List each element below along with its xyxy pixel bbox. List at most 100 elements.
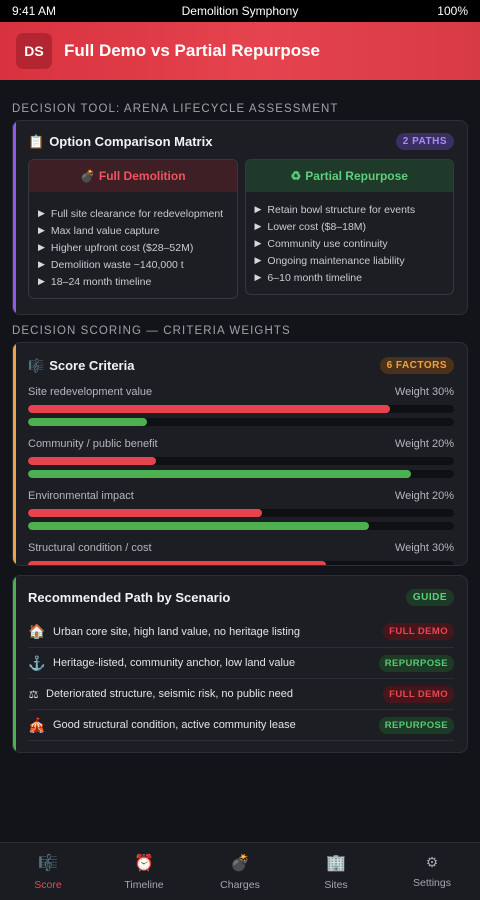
criterion-row: Environmental impact Weight 20% (28, 490, 454, 530)
app-logo[interactable]: DS (16, 33, 52, 69)
tab-charges[interactable]: 💣 Charges (192, 843, 288, 900)
score-bar-fill (28, 418, 148, 426)
list-item: ▶ Full site clearance for redevelopment (38, 207, 224, 220)
list-item: ▶ Lower cost ($8–18M) (254, 220, 367, 233)
score-bar-fill (28, 509, 263, 517)
page-title: Full Demo vs Partial Repurpose (64, 41, 321, 60)
score-bar-fill (28, 522, 369, 530)
criterion-weight: Weight 20% (394, 438, 454, 450)
list-item: ▶ Ongoing maintenance liability (254, 254, 405, 267)
alarm-clock-icon: ⏰ (134, 854, 154, 872)
house-icon: 🏠 (28, 623, 46, 639)
score-bar-fill (28, 561, 327, 565)
criterion-row: Site redevelopment value Weight 30% (28, 386, 454, 426)
scenario-tag-repurpose: REPURPOSE (378, 654, 454, 672)
bullet-triangle-icon: ▶ (254, 204, 262, 214)
recycle-icon: ♻ (290, 169, 302, 183)
list-item: ▶ Community use continuity (254, 237, 388, 250)
section-label-decision-tool: DECISION TOOL: ARENA LIFECYCLE ASSESSMEN… (12, 103, 339, 115)
option-full-demolition[interactable]: 💣 Full Demolition ▶ Full site clearance f… (28, 159, 238, 299)
bullet-triangle-icon: ▶ (254, 272, 262, 282)
scenario-text: Urban core site, high land value, no her… (53, 625, 301, 638)
option-demo-title: Full Demolition (98, 169, 186, 183)
recommended-path-card: Recommended Path by Scenario GUIDE 🏠 Urba… (12, 575, 468, 753)
score-bar-fill (28, 457, 156, 465)
scenario-tag-full-demo: FULL DEMO (383, 623, 454, 640)
bottom-tab-bar: 🎼 Score ⏰ Timeline 💣 Charges 🏢 Sites ⚙ S… (0, 842, 480, 900)
tab-timeline[interactable]: ⏰ Timeline (96, 843, 192, 900)
tab-score[interactable]: 🎼 Score (0, 843, 96, 900)
score-criteria-card: 🎼 Score Criteria 6 FACTORS Site redevelo… (12, 342, 468, 566)
score-bar-track (28, 561, 454, 565)
card-accent-stripe (13, 576, 16, 752)
music-score-icon: 🎼 (28, 357, 45, 373)
scenario-tag-full-demo: FULL DEMO (383, 685, 454, 703)
scenario-text: Deteriorated structure, seismic risk, no… (46, 688, 293, 700)
option-partial-repurpose[interactable]: ♻ Partial Repurpose ▶ Retain bowl structu… (244, 159, 454, 295)
scenario-row[interactable]: 🏠 Urban core site, high land value, no he… (28, 616, 454, 648)
card-accent-stripe (13, 121, 16, 314)
bullet-triangle-icon: ▶ (254, 238, 262, 248)
score-bar-track (28, 405, 454, 413)
music-score-icon: 🎼 (38, 854, 58, 872)
demo-feature-list: ▶ Full site clearance for redevelopment ▶… (29, 192, 237, 290)
paths-badge: 2 PATHS (395, 133, 454, 150)
bullet-triangle-icon: ▶ (254, 221, 262, 231)
scenario-text: Good structural condition, active commun… (53, 719, 296, 731)
option-repurpose-title: Partial Repurpose (305, 169, 408, 183)
bomb-icon: 💣 (79, 169, 95, 183)
scenario-row[interactable]: 🎪 Good structural condition, active commu… (28, 710, 454, 741)
criterion-row: Structural condition / cost Weight 30% (28, 542, 454, 565)
score-bar-fill (28, 405, 391, 413)
criterion-weight: Weight 30% (394, 542, 454, 554)
bullet-triangle-icon: ▶ (38, 276, 45, 286)
score-bar-track (28, 418, 454, 426)
section-label-scoring: DECISION SCORING — CRITERIA WEIGHTS (12, 325, 291, 337)
list-item: ▶ 6–10 month timeline (254, 271, 362, 284)
scenario-list: 🏠 Urban core site, high land value, no he… (28, 616, 454, 741)
criterion-weight: Weight 30% (394, 386, 454, 398)
criterion-row: Community / public benefit Weight 20% (28, 438, 454, 478)
criterion-name: Structural condition / cost (28, 542, 152, 554)
scenario-row[interactable]: ⚖ Deteriorated structure, seismic risk, n… (28, 679, 454, 710)
repurpose-feature-list: ▶ Retain bowl structure for events ▶ Lower… (246, 192, 454, 286)
factors-badge: 6 FACTORS (379, 357, 454, 374)
scenario-text: Heritage-listed, community anchor, low l… (53, 657, 296, 669)
bullet-triangle-icon: ▶ (38, 242, 45, 252)
scenario-tag-repurpose: REPURPOSE (378, 716, 454, 734)
status-app-name: Demolition Symphony (181, 4, 299, 18)
list-item: ▶ 18–24 month timeline (38, 275, 152, 288)
score-title-text: Score Criteria (49, 358, 135, 373)
tab-label: Score (34, 878, 62, 891)
app-header: DS Full Demo vs Partial Repurpose (0, 22, 480, 80)
building-icon: 🏢 (326, 854, 346, 872)
matrix-title-text: Option Comparison Matrix (49, 134, 213, 149)
bullet-triangle-icon: ▶ (38, 259, 45, 269)
tab-label: Timeline (124, 878, 164, 891)
list-item: ▶ Demolition waste ~140,000 t (38, 258, 184, 271)
bomb-icon: 💣 (230, 854, 250, 872)
score-bar-fill (28, 470, 412, 478)
reco-title: Recommended Path by Scenario (28, 590, 231, 605)
bullet-triangle-icon: ▶ (38, 225, 45, 235)
option-matrix-card: 📋 Option Comparison Matrix 2 PATHS 💣 Ful… (12, 120, 468, 315)
list-item: ▶ Retain bowl structure for events (254, 203, 416, 216)
tab-settings[interactable]: ⚙ Settings (384, 843, 480, 900)
guide-badge: GUIDE (405, 589, 454, 606)
scenario-row[interactable]: ⚓ Heritage-listed, community anchor, low … (28, 648, 454, 679)
status-time: 9:41 AM (12, 4, 57, 18)
bullet-triangle-icon: ▶ (38, 208, 45, 218)
tab-label: Charges (220, 878, 260, 891)
score-bar-track (28, 522, 454, 530)
scales-icon: ⚖ (28, 688, 39, 701)
clipboard-icon: 📋 (28, 133, 45, 149)
score-bar-track (28, 509, 454, 517)
tab-label: Settings (413, 877, 451, 889)
anchor-icon: ⚓ (28, 654, 46, 671)
matrix-title: 📋 Option Comparison Matrix (28, 134, 212, 150)
score-bar-track (28, 470, 454, 478)
score-bar-track (28, 457, 454, 465)
status-battery: 100% (437, 4, 468, 18)
criterion-name: Community / public benefit (28, 438, 158, 450)
tab-sites[interactable]: 🏢 Sites (288, 843, 384, 900)
